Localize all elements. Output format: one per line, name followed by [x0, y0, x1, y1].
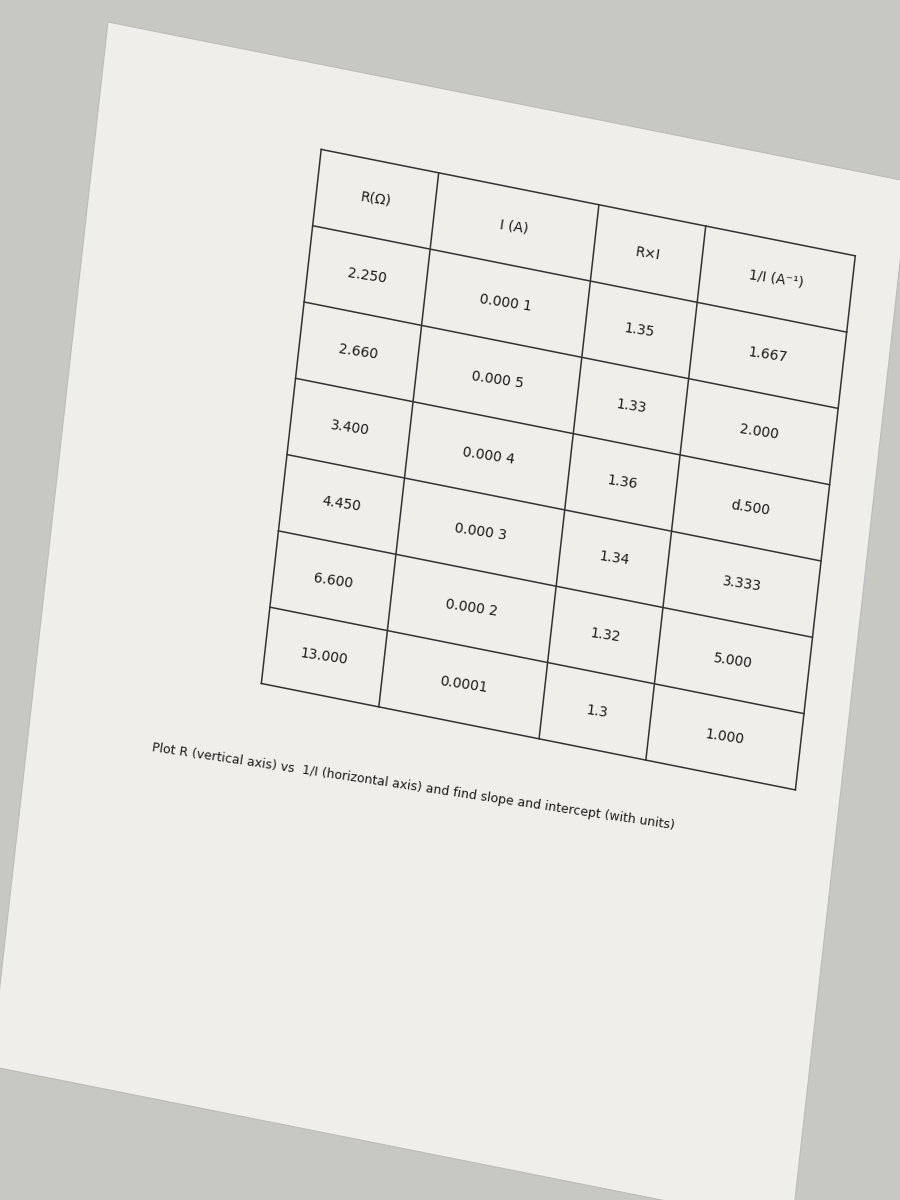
- Text: 0.000 4: 0.000 4: [462, 445, 516, 467]
- Text: 6.600: 6.600: [312, 571, 354, 590]
- Text: I (A): I (A): [500, 218, 530, 236]
- Text: 1.33: 1.33: [615, 397, 647, 415]
- Text: 4.450: 4.450: [321, 494, 362, 515]
- Text: 1/I (A⁻¹): 1/I (A⁻¹): [748, 268, 805, 290]
- Text: 1.34: 1.34: [598, 550, 630, 568]
- Text: 1.667: 1.667: [747, 346, 788, 365]
- Text: 2.250: 2.250: [346, 265, 388, 286]
- Text: 1.35: 1.35: [624, 320, 656, 340]
- Text: R(Ω): R(Ω): [359, 190, 392, 209]
- Text: R×I: R×I: [634, 245, 662, 263]
- Text: 0.000 5: 0.000 5: [471, 368, 525, 390]
- Text: 1.32: 1.32: [589, 626, 622, 644]
- Text: 1.3: 1.3: [585, 703, 608, 720]
- Text: 5.000: 5.000: [713, 650, 754, 671]
- Text: d.500: d.500: [730, 498, 771, 518]
- Text: 0.000 2: 0.000 2: [445, 598, 499, 619]
- Text: 1.36: 1.36: [606, 473, 639, 492]
- Text: 1.000: 1.000: [705, 727, 745, 746]
- Text: Plot R (vertical axis) vs  1/I (horizontal axis) and find slope and intercept (w: Plot R (vertical axis) vs 1/I (horizonta…: [151, 742, 676, 832]
- Text: 0.000 3: 0.000 3: [454, 521, 508, 542]
- Text: 0.0001: 0.0001: [438, 674, 488, 695]
- Text: 0.000 1: 0.000 1: [479, 293, 533, 314]
- Polygon shape: [0, 22, 900, 1200]
- Text: 3.333: 3.333: [722, 575, 762, 594]
- Text: 2.000: 2.000: [739, 422, 779, 442]
- Text: 2.660: 2.660: [338, 342, 379, 361]
- Text: 13.000: 13.000: [300, 647, 349, 667]
- Text: 3.400: 3.400: [329, 419, 371, 438]
